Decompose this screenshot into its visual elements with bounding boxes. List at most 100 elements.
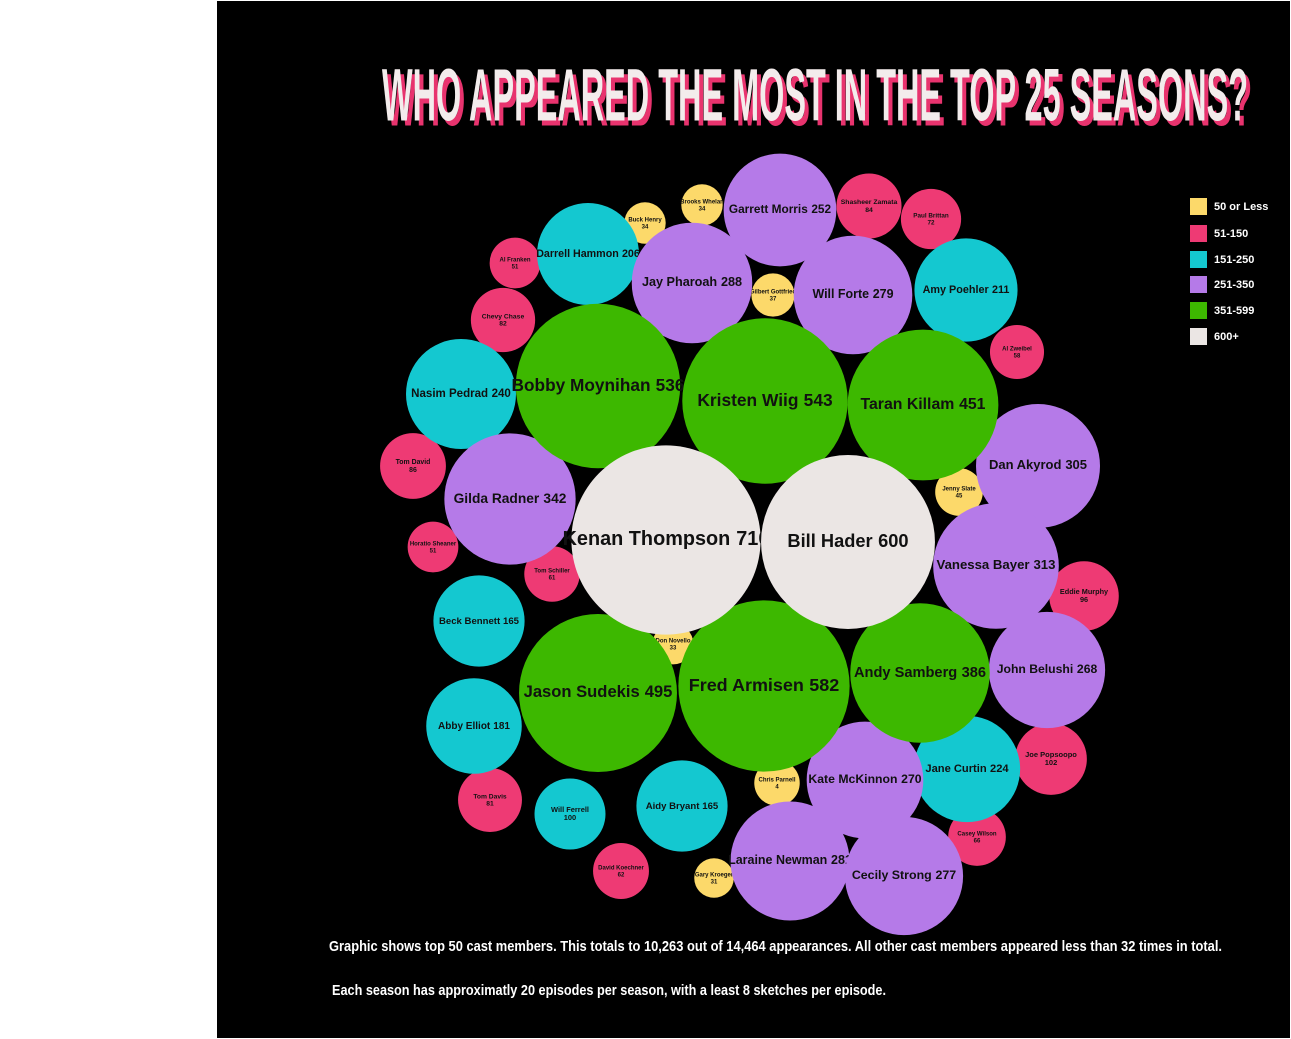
bubble xyxy=(636,760,728,852)
bubble xyxy=(407,521,459,573)
bubble-value: 240 xyxy=(492,388,511,400)
bubble-label: John Belushi 268 xyxy=(997,662,1098,676)
bubble-name: Horatio Sheaner xyxy=(410,541,457,547)
bubble-value: 211 xyxy=(992,284,1009,296)
bubble-value: 84 xyxy=(865,207,873,214)
bubble-name: Laraine Newman xyxy=(728,853,827,867)
bubble-name: Gilbert Gottfried xyxy=(750,289,797,295)
bubble-value: 386 xyxy=(962,665,986,681)
bubble xyxy=(836,173,902,239)
legend-label: 351-599 xyxy=(1214,305,1254,317)
bubble-value: 270 xyxy=(901,772,922,786)
bubble-value: 181 xyxy=(493,721,510,732)
bubble xyxy=(519,614,677,772)
bubble xyxy=(988,611,1106,729)
bubble-label: Vanessa Bayer 313 xyxy=(937,557,1056,572)
bubble-name: John Belushi xyxy=(997,662,1074,676)
bubble-name: Jason Sudekis xyxy=(524,682,640,701)
bubble-label: Paul Brittan 72 xyxy=(913,212,949,226)
bubble-value: 252 xyxy=(811,202,831,216)
bubble xyxy=(935,468,983,516)
bubble xyxy=(730,801,850,921)
bubble-value: 600 xyxy=(878,530,908,551)
bubble-value: 34 xyxy=(699,206,706,212)
bubble-name: Nasim Pedrad xyxy=(411,388,488,400)
bubble xyxy=(426,678,522,774)
bubble-name: Cecily Strong xyxy=(852,868,932,882)
bubble-value: 61 xyxy=(549,575,556,581)
bubble xyxy=(723,153,837,267)
bubble-name: Eddie Murphy xyxy=(1060,587,1109,596)
legend-swatch xyxy=(1190,302,1207,319)
bubble-name: Al Franken xyxy=(499,257,530,263)
bubble xyxy=(948,808,1006,866)
bubble-value: 165 xyxy=(702,801,719,812)
bubble-name: Chris Parnell xyxy=(758,777,795,783)
bubble-label: Garrett Morris 252 xyxy=(729,202,832,216)
bubble-value: 37 xyxy=(770,296,777,302)
bubble-value: 34 xyxy=(642,224,649,230)
bubble-label: Jenny Slate 45 xyxy=(942,486,976,499)
bubble-value: 451 xyxy=(959,396,986,413)
bubble xyxy=(847,329,999,481)
bubble-value: 58 xyxy=(1014,353,1021,359)
bubble-label: Gilbert Gottfried 37 xyxy=(750,289,797,302)
bubble-name: Dan Akyrod xyxy=(989,457,1062,472)
bubble-value: 495 xyxy=(645,682,673,701)
bubble-value: 313 xyxy=(1033,557,1055,572)
bubble-name: Darrell Hammon xyxy=(536,248,619,260)
bubble-label: Jay Pharoah 288 xyxy=(642,275,742,289)
bubble-label: Nasim Pedrad 240 xyxy=(411,388,511,400)
bubble-name: Kristen Wiig xyxy=(697,390,798,410)
bubble-value: 224 xyxy=(990,763,1009,775)
legend-swatch xyxy=(1190,276,1207,293)
bubble-label: Will Ferrell 100 xyxy=(551,805,589,822)
bubble-value: 100 xyxy=(564,813,576,822)
bubble-value: 165 xyxy=(503,616,520,627)
bubble-label: Andy Samberg 386 xyxy=(854,665,986,681)
bubble-label: Brooks Whelan 34 xyxy=(680,199,724,212)
bubble xyxy=(761,455,935,629)
bubble xyxy=(524,546,580,602)
bubble xyxy=(793,235,913,355)
bubble xyxy=(682,318,848,484)
bubble xyxy=(900,188,962,250)
bubble-value: 288 xyxy=(721,275,742,289)
bubble-value: 31 xyxy=(711,879,718,885)
bubble-value: 66 xyxy=(974,838,981,844)
bubble xyxy=(380,433,446,499)
bubble-name: Beck Bennett xyxy=(439,616,501,627)
bubble-label: Chris Parnell 4 xyxy=(758,777,795,790)
bubble-name: Amy Poehler xyxy=(923,284,990,296)
bubble-name: Jane Curtin xyxy=(925,763,986,775)
bubble-name: Chevy Chase xyxy=(482,313,525,320)
bubble-name: Aidy Bryant xyxy=(646,801,700,812)
bubble-label: Tom Davis 81 xyxy=(473,793,507,807)
bubble-label: Eddie Murphy 96 xyxy=(1060,587,1109,604)
bubble xyxy=(914,238,1018,342)
note: Each season has approximatly 20 episodes… xyxy=(332,982,886,999)
bubble xyxy=(489,237,541,289)
bubble-value: 279 xyxy=(873,287,894,301)
legend-swatch xyxy=(1190,328,1207,345)
bubble-label: Al Zweibel 58 xyxy=(1002,346,1032,359)
bubble xyxy=(406,339,516,449)
chart-title: WHO APPEARED THE MOST IN THE TOP 25 SEAS… xyxy=(382,54,1248,137)
bubble-name: Tom Davis xyxy=(473,793,507,800)
bubble-name: Bobby Moynihan xyxy=(512,375,651,395)
legend-swatch xyxy=(1190,251,1207,268)
bubble-name: Garrett Morris xyxy=(729,202,808,216)
bubble xyxy=(933,503,1059,629)
bubble-label: Abby Elliot 181 xyxy=(438,721,510,732)
bubble-name: David Koechner xyxy=(598,865,644,871)
bubble-name: Tom Schiller xyxy=(534,568,570,574)
bubble-name: Andy Samberg xyxy=(854,665,957,681)
bubble-name: Gary Kroeger xyxy=(695,872,734,878)
bubble xyxy=(458,768,522,832)
bubble-label: Darrell Hammon 206 xyxy=(536,248,640,260)
bubble-value: 543 xyxy=(804,390,833,410)
bubble-label: Horatio Sheaner 51 xyxy=(410,541,457,554)
legend-swatch xyxy=(1190,225,1207,242)
bubble-value: 62 xyxy=(618,872,625,878)
